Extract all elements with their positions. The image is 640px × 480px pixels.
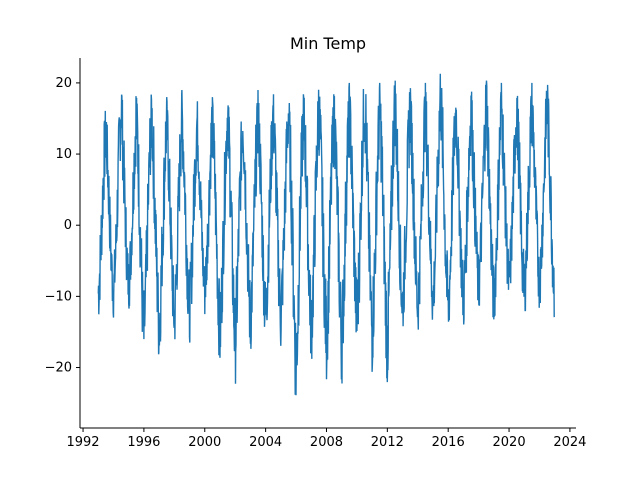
min-temp-series-line	[97, 73, 556, 396]
x-tick-label: 2020	[493, 435, 526, 450]
x-tick-label: 2024	[553, 435, 586, 450]
x-tick-label: 1996	[127, 435, 160, 450]
x-tick-label: 1992	[66, 435, 99, 450]
x-tick-label: 2016	[432, 435, 465, 450]
y-tick-label: −20	[45, 361, 72, 376]
x-tick-label: 2004	[249, 435, 282, 450]
x-tick-label: 2008	[310, 435, 343, 450]
x-tick-label: 2000	[188, 435, 221, 450]
chart-title: Min Temp	[290, 34, 366, 53]
x-tick-label: 2012	[371, 435, 404, 450]
x-axis-ticks: 1992 1996 2000 2004 2008 2012 2016 2020 2024	[66, 428, 586, 450]
y-tick-label: −10	[45, 289, 72, 304]
y-axis-ticks: 20 10 0 −10 −20	[45, 76, 80, 376]
series-min-temp	[97, 73, 556, 396]
y-tick-label: 10	[55, 147, 72, 162]
y-tick-label: 20	[55, 76, 72, 91]
y-tick-label: 0	[64, 218, 72, 233]
